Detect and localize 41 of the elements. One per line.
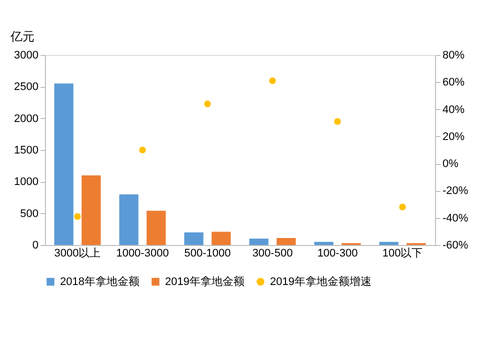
- x-tick-label: 1000-3000: [116, 248, 169, 260]
- legend-label: 2018年拿地金额: [60, 274, 140, 288]
- bar: [82, 175, 101, 245]
- y2-tick-label: -20%: [442, 185, 468, 198]
- x-tick-label: 300-500: [252, 248, 293, 260]
- y-tick-label: 1500: [14, 144, 38, 156]
- legend-label: 2019年拿地金额增速: [270, 274, 372, 288]
- x-tick-label: 500-1000: [184, 248, 231, 260]
- x-tick-label: 100以下: [382, 246, 423, 260]
- y-tick-label: 3000: [14, 50, 38, 62]
- bar: [276, 238, 296, 245]
- y2-tick-label: -40%: [442, 212, 468, 224]
- y-tick-label: 2000: [14, 112, 38, 125]
- x-tick-label: 3000以上: [54, 246, 101, 260]
- y-tick-label: 0: [32, 240, 38, 252]
- bar: [184, 232, 204, 245]
- y2-tick-label: 20%: [442, 130, 465, 143]
- bar: [119, 194, 138, 245]
- y-axis-title: 亿元: [10, 30, 34, 44]
- bar: [314, 242, 334, 245]
- y2-tick-label: 40%: [442, 104, 465, 116]
- y-tick-label: 500: [20, 208, 38, 220]
- y-tick-label: 1000: [14, 176, 38, 188]
- bar: [146, 210, 166, 245]
- legend-label: 2019年拿地金额: [165, 274, 244, 288]
- point: [74, 213, 81, 220]
- point: [139, 146, 146, 154]
- y2-tick-label: -60%: [442, 240, 468, 252]
- point: [334, 118, 341, 125]
- bar: [54, 84, 74, 245]
- point: [204, 100, 211, 108]
- bar: [249, 238, 268, 245]
- y2-tick-label: 0%: [442, 158, 459, 170]
- y2-tick-label: 80%: [442, 50, 465, 62]
- point: [269, 77, 276, 84]
- y2-tick-label: 60%: [442, 76, 465, 89]
- point: [399, 204, 406, 210]
- x-tick-label: 100-300: [317, 248, 358, 260]
- bar: [212, 232, 231, 245]
- bar: [379, 242, 398, 245]
- y-tick-label: 2500: [14, 81, 38, 94]
